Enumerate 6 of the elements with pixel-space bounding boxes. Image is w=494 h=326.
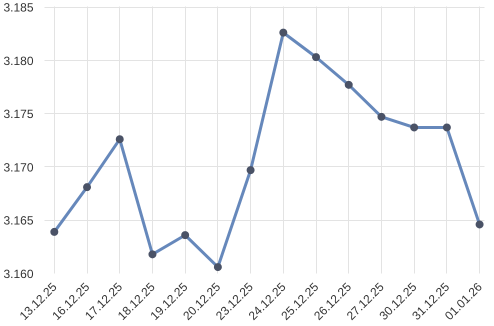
y-tick-label: 3.185 <box>3 0 34 15</box>
y-tick-label: 3.165 <box>3 214 34 228</box>
y-tick-label: 3.175 <box>3 107 34 122</box>
y-tick-label: 3.180 <box>3 54 34 68</box>
y-tick-label: 3.160 <box>3 267 34 281</box>
y-tick-label: 3.170 <box>3 160 34 174</box>
